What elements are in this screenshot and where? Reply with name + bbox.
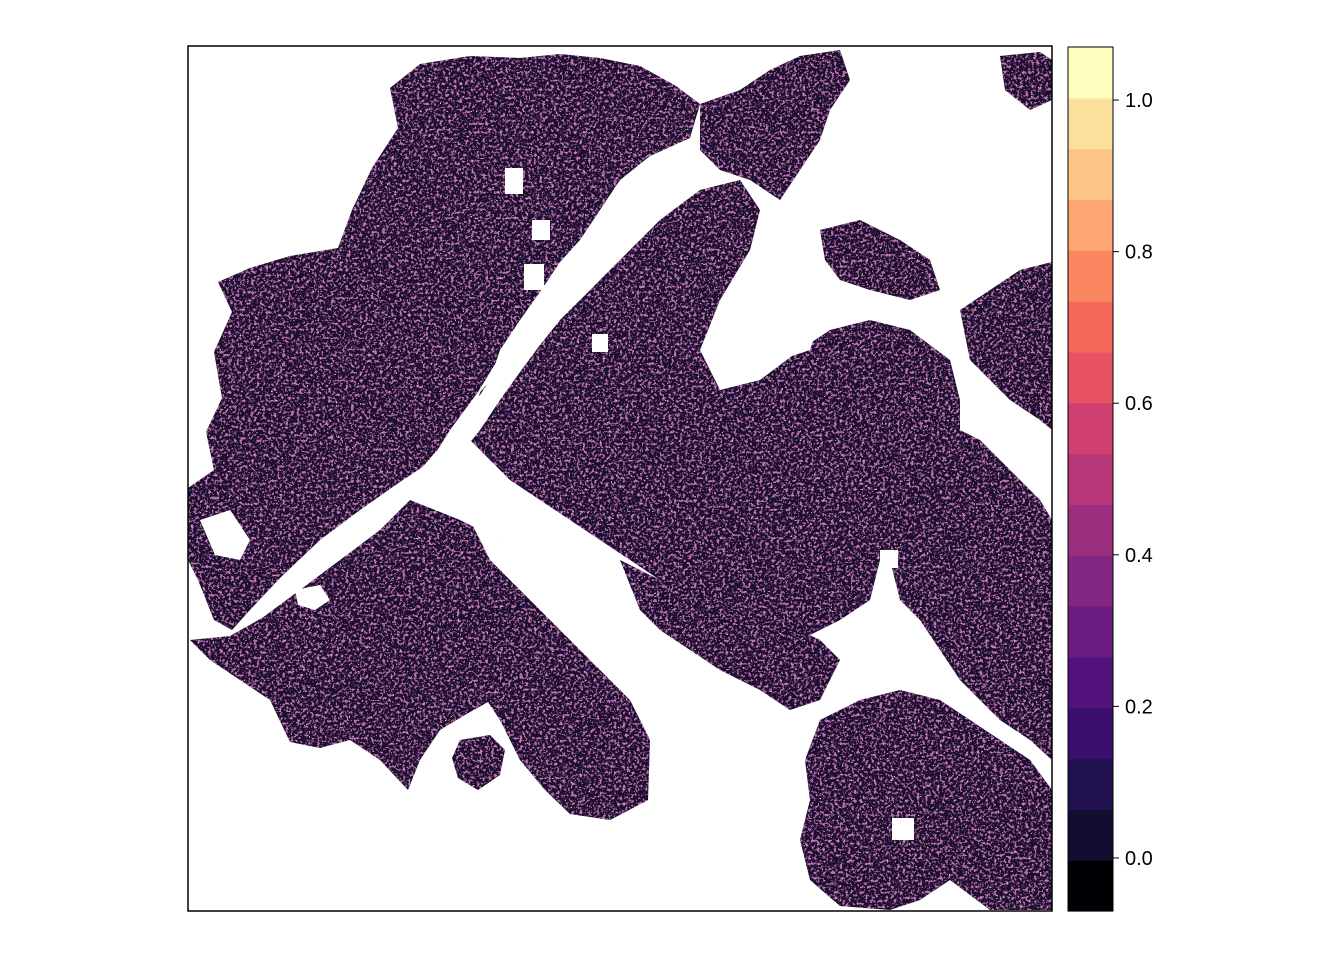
na-square-2 <box>532 220 550 240</box>
na-gap-southwest <box>295 585 330 610</box>
raster-region-northeast <box>1000 52 1052 110</box>
na-square-4 <box>592 334 608 352</box>
legend-color-step <box>1068 402 1113 455</box>
plot-frame <box>187 45 1053 912</box>
raster-region-north <box>700 50 850 200</box>
legend-color-step <box>1068 351 1113 404</box>
raster-region-small-1 <box>820 220 940 300</box>
legend-color-step <box>1068 860 1113 912</box>
legend-color-step <box>1068 606 1113 658</box>
legend-frame <box>1067 46 1114 912</box>
na-river-gap <box>420 268 600 480</box>
legend-tick-label: 0.2 <box>1125 696 1153 718</box>
na-gap-north <box>705 280 820 380</box>
legend-color-step <box>1068 97 1113 150</box>
legend-tick-label: 1.0 <box>1125 90 1153 112</box>
na-gaps <box>200 168 914 840</box>
legend-color-step <box>1068 504 1113 556</box>
legend-tick-label: 0.4 <box>1125 545 1153 567</box>
legend-color-step <box>1068 250 1113 302</box>
legend-color-step <box>1068 199 1113 251</box>
na-gap-west <box>200 510 250 560</box>
legend-tick-label: 0.0 <box>1125 848 1153 870</box>
na-square-6 <box>892 818 914 840</box>
color-legend: 0.0 0.2 0.4 0.6 0.8 1.0 <box>1067 46 1153 912</box>
raster-region-east <box>960 262 1052 430</box>
legend-color-step <box>1068 148 1113 201</box>
raster-layer <box>188 50 1052 910</box>
raster-region-small-2 <box>452 735 505 790</box>
legend-color-step <box>1068 453 1113 506</box>
na-square-3 <box>524 264 544 290</box>
legend-color-step <box>1068 555 1113 607</box>
legend-color-step <box>1068 809 1113 861</box>
legend-color-step <box>1068 707 1113 760</box>
raster-region-southeast <box>800 690 1052 910</box>
raster-region-south <box>410 500 650 820</box>
legend-color-step <box>1068 47 1113 99</box>
legend-color-step <box>1068 758 1113 810</box>
legend-tick-label: 0.8 <box>1125 242 1153 264</box>
legend-color-step <box>1068 301 1113 353</box>
raster-region-center <box>470 180 960 640</box>
raster-region-east-2 <box>890 420 1052 760</box>
raster-region-middle-south <box>620 560 840 710</box>
raster-region-west <box>188 54 700 630</box>
na-square-5 <box>880 550 898 568</box>
legend-tick-label: 0.6 <box>1125 393 1153 415</box>
na-valley-gap <box>470 520 720 760</box>
na-square-1 <box>505 168 523 194</box>
legend-color-step <box>1068 656 1113 709</box>
